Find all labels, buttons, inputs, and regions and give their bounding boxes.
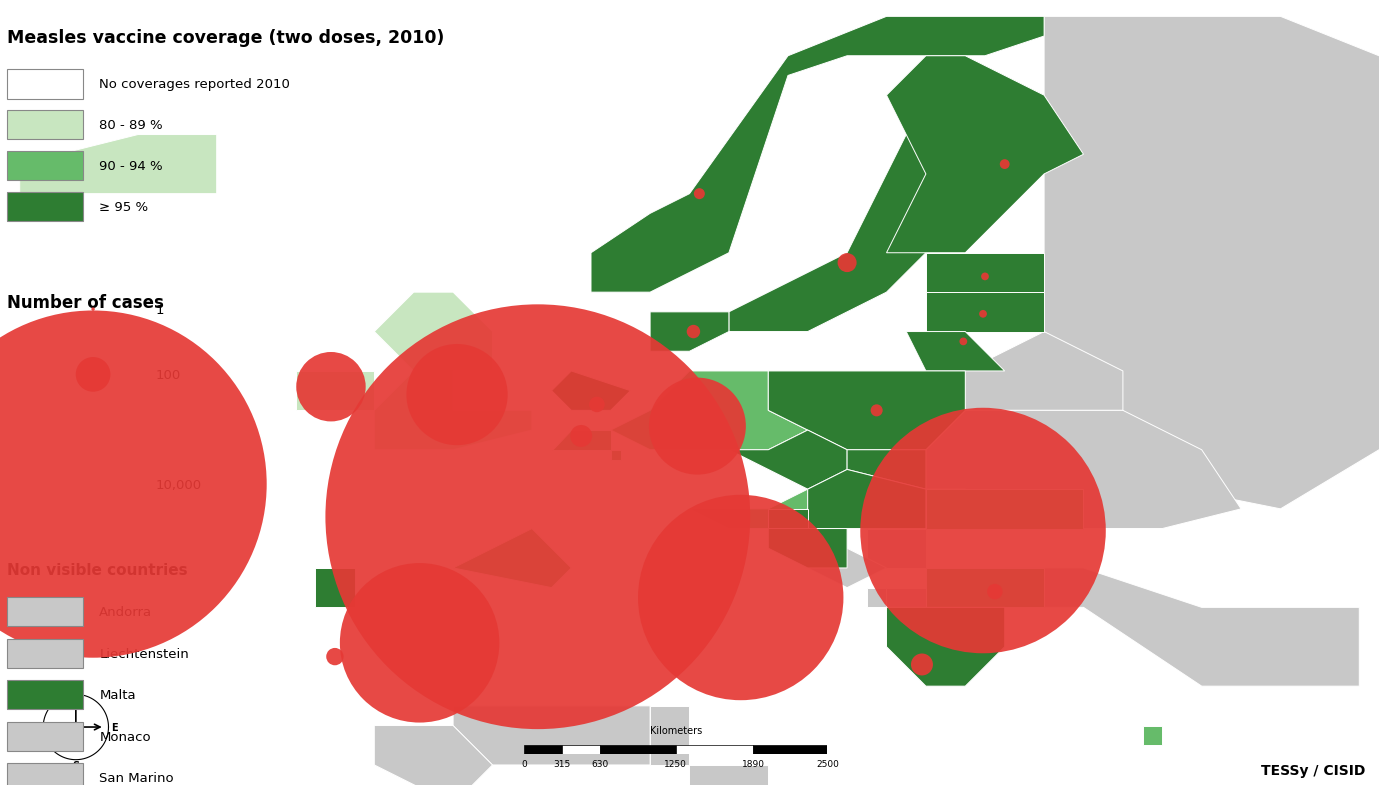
Polygon shape [867, 588, 887, 608]
Polygon shape [867, 529, 925, 569]
Polygon shape [768, 529, 847, 569]
Polygon shape [19, 136, 217, 194]
Text: San Marino: San Marino [99, 772, 174, 784]
Point [983, 585, 1005, 598]
Polygon shape [394, 489, 630, 588]
Polygon shape [768, 509, 808, 529]
Text: Liechtenstein: Liechtenstein [99, 647, 189, 660]
Polygon shape [729, 96, 1044, 332]
Polygon shape [768, 371, 965, 450]
Point [527, 511, 549, 524]
Polygon shape [887, 588, 925, 608]
Polygon shape [925, 569, 1044, 608]
Polygon shape [808, 549, 887, 588]
Bar [7, 111, 83, 140]
Polygon shape [1044, 489, 1084, 529]
Point [953, 335, 975, 348]
Point [570, 430, 592, 443]
Point [324, 650, 346, 663]
Bar [7, 722, 83, 751]
Point [866, 404, 888, 417]
Point [836, 257, 858, 269]
Polygon shape [887, 608, 925, 647]
Polygon shape [847, 450, 925, 489]
Polygon shape [374, 726, 492, 802]
Point [912, 658, 934, 671]
Polygon shape [965, 332, 1123, 411]
Polygon shape [630, 569, 808, 687]
Polygon shape [611, 371, 808, 450]
Text: 90 - 94 %: 90 - 94 % [99, 160, 163, 172]
Polygon shape [1143, 726, 1162, 745]
Polygon shape [1044, 18, 1379, 509]
Text: ≥ 95 %: ≥ 95 % [99, 200, 149, 213]
Polygon shape [552, 431, 611, 450]
Bar [7, 597, 83, 626]
Point [972, 308, 994, 321]
Point [994, 159, 1016, 172]
Text: Malta: Malta [99, 688, 137, 702]
Polygon shape [925, 293, 1044, 332]
Text: Monaco: Monaco [99, 730, 150, 743]
Polygon shape [611, 489, 690, 509]
Polygon shape [316, 529, 571, 588]
Text: Number of cases: Number of cases [7, 294, 164, 311]
Bar [7, 152, 83, 180]
Point [729, 591, 752, 604]
Polygon shape [552, 371, 630, 411]
Text: Measles vaccine coverage (two doses, 2010): Measles vaccine coverage (two doses, 201… [7, 29, 444, 47]
Polygon shape [925, 253, 1044, 293]
Bar [7, 639, 83, 668]
Point [445, 389, 467, 402]
Polygon shape [925, 489, 1084, 529]
Text: No coverages reported 2010: No coverages reported 2010 [99, 79, 290, 91]
Polygon shape [454, 706, 650, 765]
Polygon shape [316, 569, 354, 608]
Polygon shape [906, 332, 1005, 371]
Point [320, 381, 342, 394]
Polygon shape [887, 608, 1005, 687]
Text: TESSy / CISID: TESSy / CISID [1260, 763, 1365, 777]
Polygon shape [887, 57, 1084, 253]
Point [687, 420, 709, 433]
Bar [7, 680, 83, 710]
Point [586, 399, 608, 411]
Polygon shape [729, 431, 847, 489]
Polygon shape [374, 293, 532, 450]
Polygon shape [690, 489, 808, 529]
Polygon shape [650, 313, 729, 352]
Point [972, 525, 994, 537]
Polygon shape [1005, 569, 1360, 687]
Bar [7, 192, 83, 221]
Polygon shape [650, 706, 690, 765]
Text: 80 - 89 %: 80 - 89 % [99, 119, 163, 132]
Point [408, 637, 430, 650]
Text: Non visible countries: Non visible countries [7, 562, 188, 577]
Polygon shape [295, 371, 374, 411]
Polygon shape [887, 608, 925, 627]
Bar [7, 764, 83, 792]
Polygon shape [611, 450, 621, 460]
Point [688, 188, 710, 200]
Polygon shape [690, 765, 768, 802]
Point [974, 270, 996, 283]
Text: Andorra: Andorra [99, 606, 153, 618]
Polygon shape [925, 411, 1241, 529]
Polygon shape [592, 18, 1044, 293]
Bar [7, 71, 83, 99]
Polygon shape [808, 470, 925, 529]
Point [683, 326, 705, 338]
